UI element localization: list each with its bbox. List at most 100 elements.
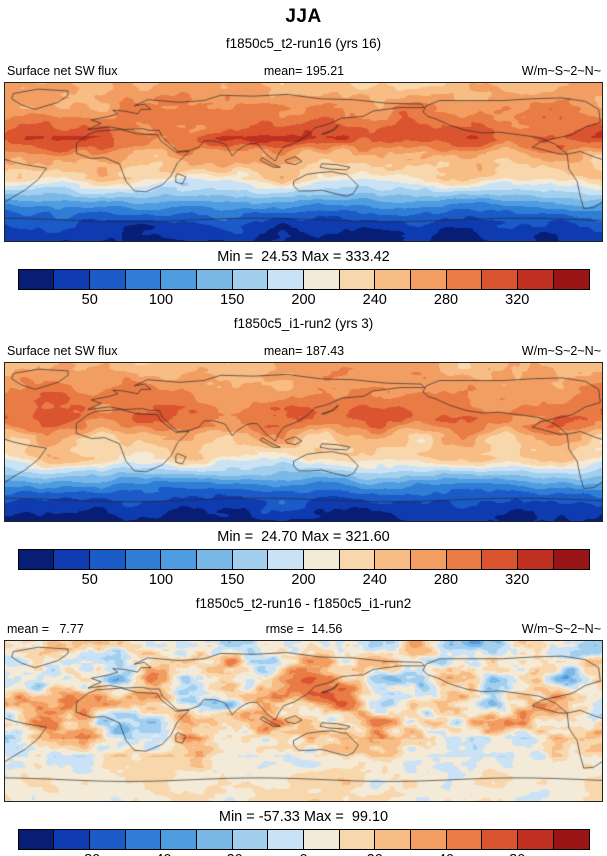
colorbar-tick-label: 50 — [81, 292, 98, 308]
colorbar-segment — [18, 270, 55, 289]
colorbar-segment — [411, 830, 447, 849]
colorbar-segment — [304, 270, 340, 289]
colorbar-segment — [304, 550, 340, 569]
minmax-label: Min = -57.33 Max = 99.10 — [218, 809, 389, 825]
panel-subtitle: f1850c5_t2-run16 - f1850c5_i1-run2 — [195, 596, 412, 611]
colorbar-segment — [446, 270, 483, 289]
colorbar-tick-label: -80 — [79, 852, 100, 856]
colorbar-segment — [411, 270, 447, 289]
colorbar-segment — [339, 830, 376, 849]
panel-header: mean = 7.77 rmse = 14.56 W/m~S~2~N~ — [6, 622, 602, 637]
colorbar-segment — [18, 550, 55, 569]
colorbar-tick-label: 40 — [438, 852, 454, 856]
colorbar-tick-label: 100 — [148, 572, 174, 588]
colorbar-segment — [553, 550, 589, 569]
colorbar-segment — [89, 270, 126, 289]
map-canvas-run2 — [4, 362, 603, 522]
colorbar-run16 — [17, 269, 590, 290]
colorbar-segment — [54, 270, 90, 289]
colorbar-tick-label: 20 — [367, 852, 383, 856]
colorbar-segment — [482, 270, 519, 289]
colorbar-segment — [161, 550, 197, 569]
colorbar-segment — [553, 830, 589, 849]
colorbar-segment — [375, 270, 412, 289]
panel-run2: f1850c5_i1-run2 (yrs 3) Surface net SW f… — [0, 316, 607, 588]
colorbar-segment — [89, 830, 126, 849]
colorbar-tick-label: -40 — [151, 852, 172, 856]
colorbar-segment — [161, 830, 197, 849]
colorbar-segment — [553, 270, 589, 289]
colorbar-segment — [518, 270, 554, 289]
colorbar-segment — [18, 830, 55, 849]
colorbar-segment — [268, 830, 304, 849]
colorbar-segment — [268, 550, 304, 569]
colorbar-tick-label: -20 — [222, 852, 243, 856]
colorbar-run2 — [17, 549, 590, 570]
panel-subtitle: f1850c5_i1-run2 (yrs 3) — [233, 316, 374, 331]
colorbar-segment — [482, 550, 519, 569]
colorbar-segment — [125, 270, 162, 289]
colorbar-segment — [196, 550, 233, 569]
colorbar-ticks-run2: 50 100 150 200 240 280 320 — [19, 572, 589, 588]
colorbar-segment — [161, 270, 197, 289]
colorbar-segment — [232, 830, 269, 849]
map-canvas-run16 — [4, 82, 603, 242]
colorbar-segment — [375, 550, 412, 569]
colorbar-segment — [518, 550, 554, 569]
minmax-label: Min = 24.70 Max = 321.60 — [217, 529, 390, 545]
colorbar-segment — [446, 550, 483, 569]
mean-label: mean = 7.77 — [7, 622, 84, 636]
map-canvas-diff — [4, 640, 603, 802]
colorbar-tick-label: 50 — [81, 572, 98, 588]
panel-header: Surface net SW flux mean= 187.43 W/m~S~2… — [6, 344, 602, 359]
minmax-label: Min = 24.53 Max = 333.42 — [217, 249, 390, 265]
colorbar-segment — [339, 270, 376, 289]
colorbar-segment — [446, 830, 483, 849]
colorbar-segment — [232, 270, 269, 289]
mean-label: mean= 187.43 — [263, 344, 345, 358]
colorbar-tick-label: 240 — [362, 292, 387, 308]
colorbar-tick-label: 280 — [433, 572, 459, 588]
variable-label: Surface net SW flux — [7, 344, 118, 358]
colorbar-tick-label: 200 — [291, 292, 316, 308]
colorbar-tick-label: 200 — [291, 572, 316, 588]
panel-run16: f1850c5_t2-run16 (yrs 16) Surface net SW… — [0, 36, 607, 308]
colorbar-segment — [232, 550, 269, 569]
colorbar-segment — [518, 830, 554, 849]
colorbar-segment — [304, 830, 340, 849]
variable-label: Surface net SW flux — [7, 64, 118, 78]
colorbar-tick-label: 150 — [220, 292, 245, 308]
panel-header: Surface net SW flux mean= 195.21 W/m~S~2… — [6, 64, 602, 79]
colorbar-segment — [54, 550, 90, 569]
colorbar-segment — [89, 550, 126, 569]
colorbar-tick-label: 80 — [509, 852, 525, 856]
colorbar-segment — [375, 830, 412, 849]
colorbar-segment — [411, 550, 447, 569]
colorbar-segment — [339, 550, 376, 569]
mean-label: mean= 195.21 — [263, 64, 345, 78]
plot-title: JJA — [285, 6, 322, 27]
panel-diff: f1850c5_t2-run16 - f1850c5_i1-run2 mean … — [0, 596, 607, 856]
colorbar-tick-label: 280 — [433, 292, 459, 308]
colorbar-segment — [268, 270, 304, 289]
colorbar-tick-label: 320 — [505, 572, 530, 588]
colorbar-segment — [125, 830, 162, 849]
colorbar-ticks-diff: -80 -40 -20 0 20 40 80 — [19, 852, 589, 856]
colorbar-segment — [482, 830, 519, 849]
colorbar-tick-label: 150 — [220, 572, 245, 588]
rmse-label: rmse = 14.56 — [265, 622, 343, 636]
colorbar-segment — [125, 550, 162, 569]
colorbar-segment — [196, 830, 233, 849]
colorbar-diff — [17, 829, 590, 850]
panel-subtitle: f1850c5_t2-run16 (yrs 16) — [225, 36, 382, 51]
colorbar-tick-label: 0 — [299, 852, 307, 856]
colorbar-tick-label: 100 — [148, 292, 174, 308]
colorbar-ticks-run16: 50 100 150 200 240 280 320 — [19, 292, 589, 308]
colorbar-segment — [54, 830, 90, 849]
colorbar-tick-label: 240 — [362, 572, 387, 588]
colorbar-tick-label: 320 — [505, 292, 530, 308]
colorbar-segment — [196, 270, 233, 289]
units-label: W/m~S~2~N~ — [521, 64, 601, 78]
units-label: W/m~S~2~N~ — [521, 622, 601, 636]
